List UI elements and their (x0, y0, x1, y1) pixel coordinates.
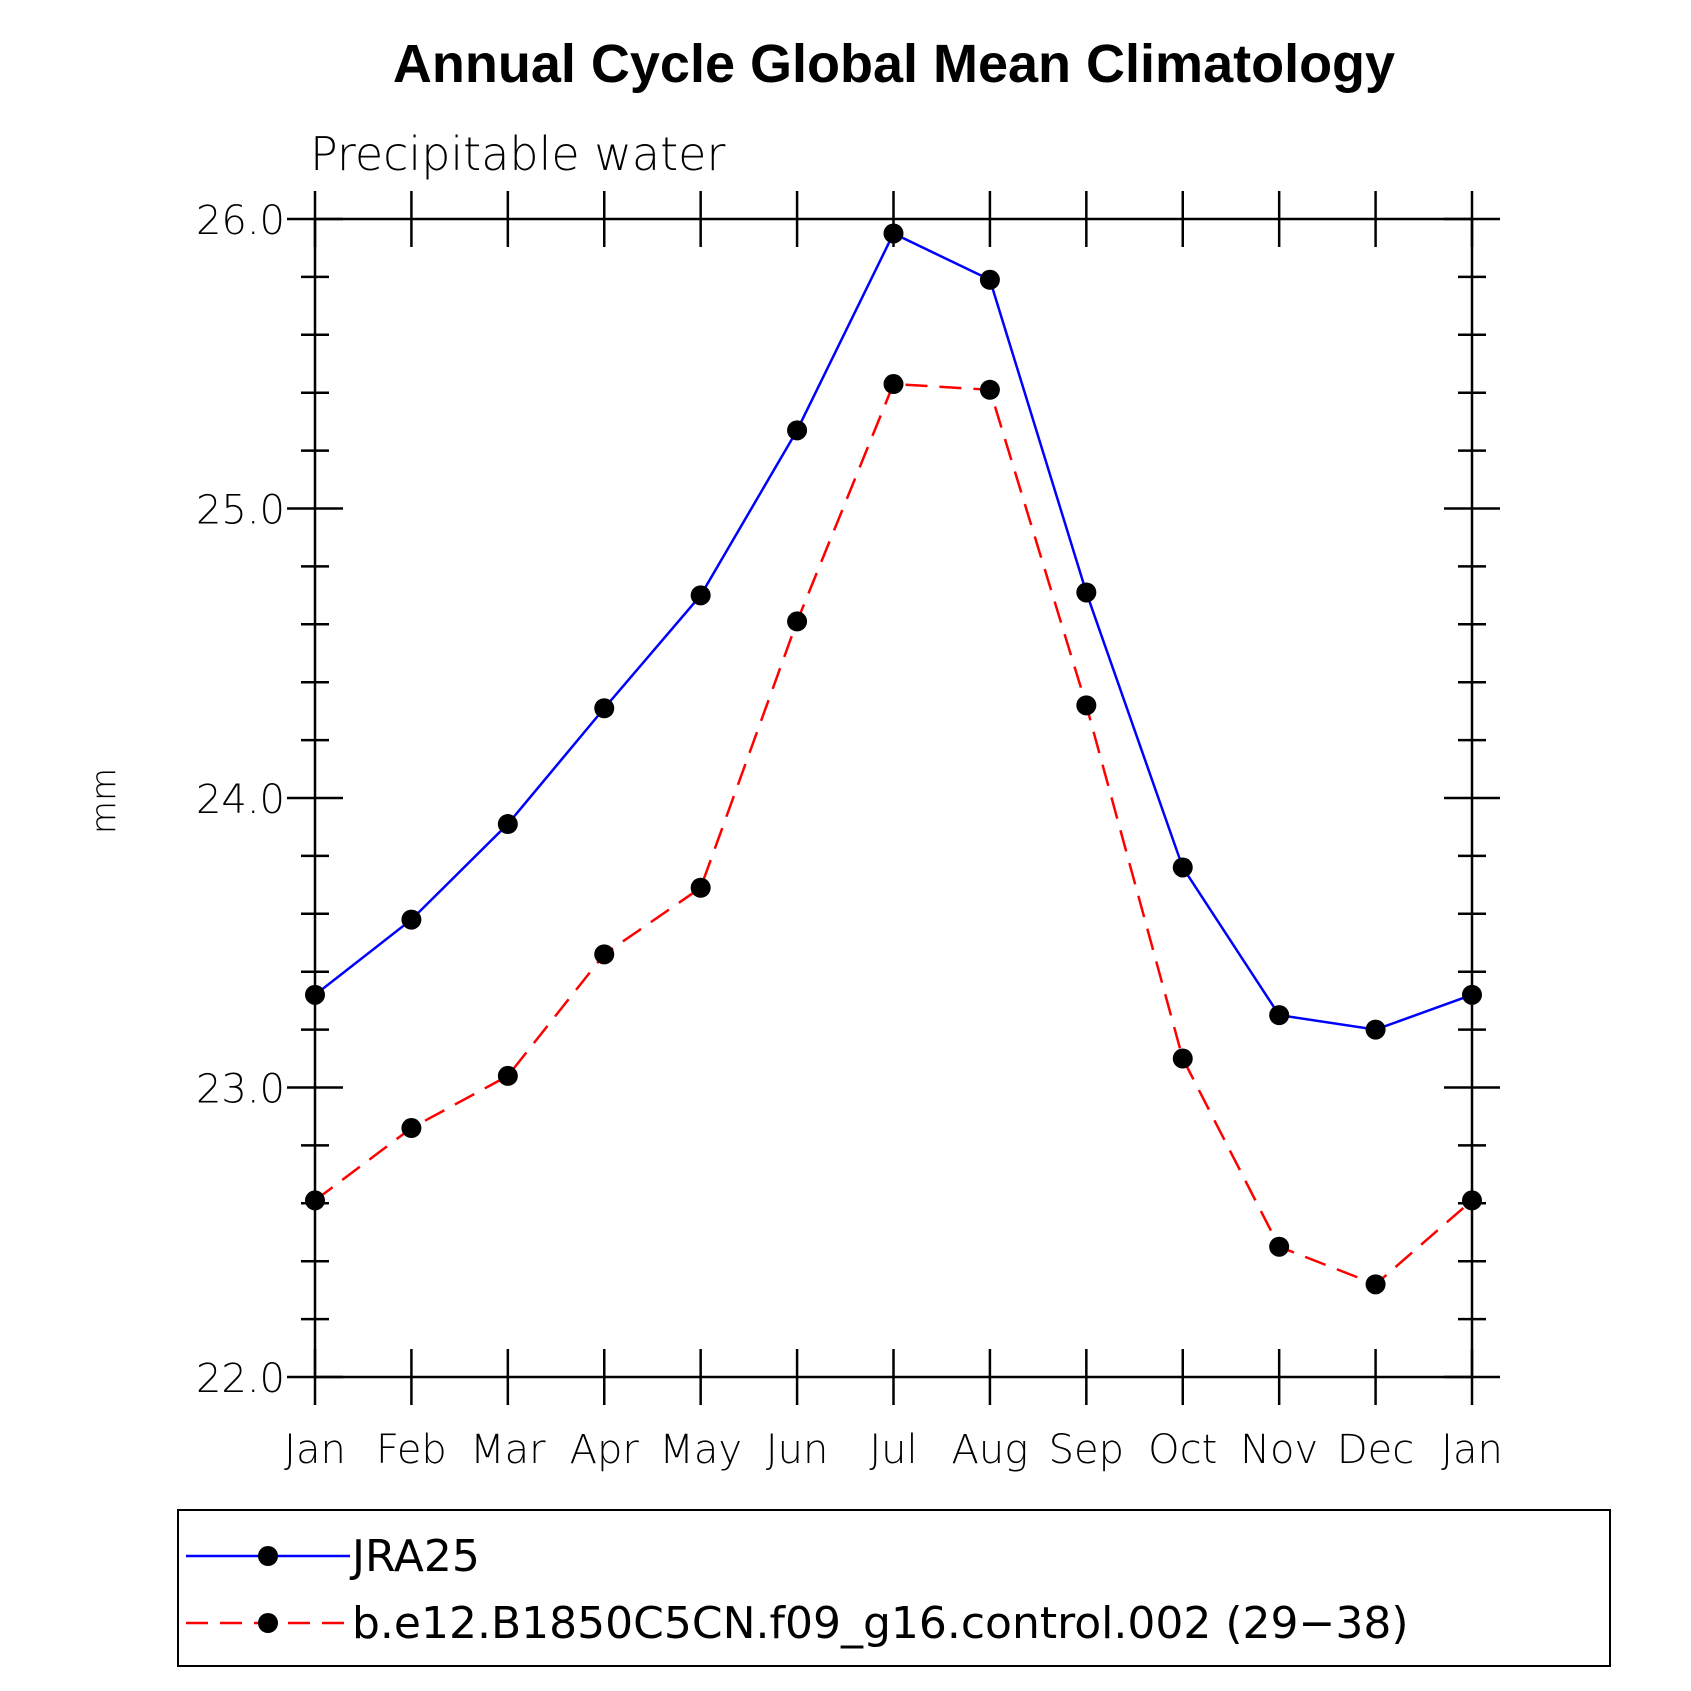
data-point-series-1 (1365, 1274, 1386, 1295)
legend-marker-series-0 (258, 1546, 278, 1566)
y-axis-label: mm (84, 768, 124, 834)
data-point-series-0 (401, 909, 422, 930)
x-tick-label: May (659, 1427, 742, 1473)
series-line-1 (314, 382, 1473, 1286)
data-point-series-1 (497, 1065, 518, 1086)
x-tick-label: Jul (869, 1427, 917, 1473)
data-point-series-0 (305, 984, 325, 1005)
legend-box (177, 1509, 1611, 1667)
data-point-series-1 (690, 877, 711, 898)
data-point-series-0 (594, 698, 615, 719)
data-point-series-1 (979, 379, 1000, 400)
y-tick-labels: 22.0 23.0 24.0 25.0 26.0 (196, 198, 285, 1402)
x-tick-label: Jan (1441, 1427, 1503, 1473)
data-point-series-1 (594, 944, 615, 965)
legend-label-series-0: JRA25 (349, 1531, 480, 1582)
legend: JRA25 b.e12.B1850C5CN.f09_g16.control.00… (177, 1509, 1611, 1667)
y-tick-label: 23.0 (196, 1067, 285, 1113)
data-point-series-1 (1076, 695, 1097, 716)
y-tick-label: 22.0 (196, 1356, 285, 1402)
x-tick-label: Sep (1049, 1427, 1124, 1473)
x-tick-label: Oct (1148, 1427, 1217, 1473)
y-tick-label: 25.0 (196, 488, 285, 534)
x-tick-label: Jun (766, 1427, 829, 1473)
data-point-series-1 (1172, 1048, 1193, 1069)
x-tick-label: Jan (284, 1427, 346, 1473)
legend-marker-series-1 (258, 1613, 278, 1633)
data-point-series-1 (883, 374, 904, 395)
x-tick-labels: Jan Feb Mar Apr May Jun Jul Aug Sep Oct Nov Dec Jan (284, 1427, 1503, 1473)
plot-frame (313, 217, 1474, 1379)
series-line-0 (314, 231, 1473, 1031)
axis-ticks (287, 191, 1500, 1405)
x-tick-label: Nov (1240, 1427, 1318, 1473)
data-point-series-0 (690, 585, 711, 606)
data-point-series-0 (1172, 857, 1193, 878)
legend-label-series-1: b.e12.B1850C5CN.f09_g16.control.002 (29−… (352, 1598, 1409, 1649)
data-point-series-0 (1462, 984, 1482, 1005)
data-point-series-0 (1365, 1019, 1386, 1040)
x-tick-label: Aug (952, 1427, 1029, 1473)
y-tick-label: 24.0 (196, 777, 285, 823)
data-point-series-0 (979, 269, 1000, 290)
x-tick-label: Feb (376, 1427, 447, 1473)
x-tick-label: Mar (470, 1427, 546, 1473)
chart-title: Annual Cycle Global Mean Climatology (393, 34, 1395, 94)
x-tick-label: Dec (1337, 1427, 1414, 1473)
data-point-series-0 (1269, 1005, 1290, 1026)
data-point-series-0 (883, 223, 904, 244)
data-point-series-1 (787, 611, 808, 632)
chart-subtitle: Precipitable water (310, 127, 725, 181)
data-point-series-0 (1076, 582, 1097, 603)
data-point-series-0 (497, 814, 518, 835)
data-point-series-1 (401, 1118, 422, 1139)
data-point-series-1 (305, 1190, 325, 1211)
series-layer (305, 223, 1482, 1295)
data-point-series-1 (1269, 1236, 1290, 1257)
data-point-series-1 (1462, 1190, 1482, 1211)
x-tick-label: Apr (570, 1427, 640, 1473)
y-tick-label: 26.0 (196, 198, 285, 244)
data-point-series-0 (787, 420, 808, 441)
